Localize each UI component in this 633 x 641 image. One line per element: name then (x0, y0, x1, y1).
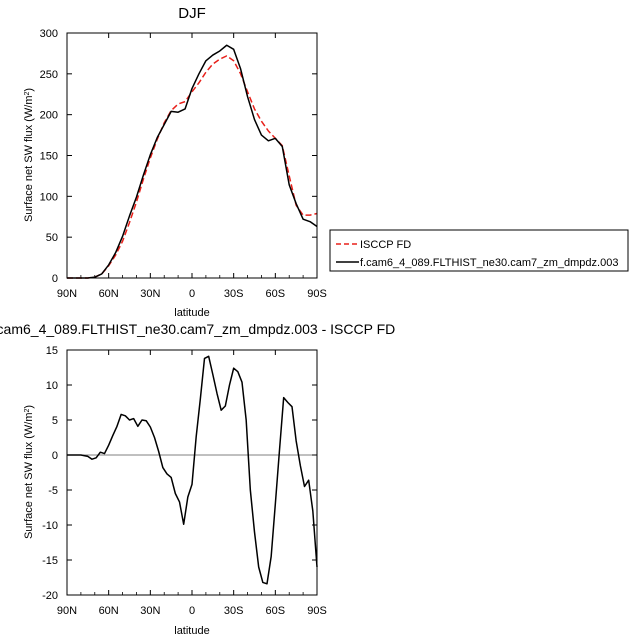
top-y-tick-label: 250 (40, 69, 58, 81)
top-panel: DJF 90N 60N 30N 0 30S 60S 90S 0 50 100 150 200 250 30… (23, 5, 327, 319)
legend-label-isccp: ISCCP FD (360, 239, 411, 251)
bottom-y-tick-label: -10 (42, 520, 58, 532)
top-x-axis-label: latitude (174, 307, 209, 319)
bottom-plot-area: 90N 60N 30N 0 30S 60S 90S -20 -15 -10 -5 0 5 10 15 (42, 345, 327, 617)
bottom-x-tick-label: 30N (140, 605, 160, 617)
top-x-tick-label: 90N (57, 288, 77, 300)
top-x-tick-label: 60N (99, 288, 119, 300)
top-x-tick-label: 60S (266, 288, 286, 300)
bottom-y-tick-label: 5 (52, 415, 58, 427)
top-plot-frame (66, 32, 318, 279)
bottom-series-line-0 (67, 355, 318, 585)
top-x-tick-label: 30S (224, 288, 244, 300)
bottom-x-tick-label: 90N (57, 605, 77, 617)
top-y-tick-label: 100 (40, 191, 58, 203)
bottom-x-tick-label: 90S (307, 605, 327, 617)
top-y-tick-label: 0 (52, 273, 58, 285)
top-x-tick-label: 0 (189, 288, 195, 300)
bottom-y-tick-label: -5 (48, 485, 58, 497)
bottom-y-axis-label-main: Surface net SW flux (W/m (23, 413, 35, 540)
bottom-x-tick-label: 60S (266, 605, 286, 617)
top-y-tick-label: 300 (40, 28, 58, 40)
top-plot-area: 90N 60N 30N 0 30S 60S 90S 0 50 100 150 200 250 300 (40, 28, 327, 300)
top-y-tick-label: 150 (40, 151, 58, 163)
bottom-x-tick-label: 60N (99, 605, 119, 617)
top-y-tick-label: 50 (46, 232, 58, 244)
top-y-axis-label-main: Surface net SW flux (W/m (23, 96, 35, 223)
bottom-x-tick-label: 30S (224, 605, 244, 617)
top-series-line-1 (67, 44, 318, 279)
bottom-y-axis-label-sup: 2 (24, 409, 31, 413)
top-legend: ISCCP FD f.cam6_4_089.FLTHIST_ne30.cam7_… (329, 229, 629, 272)
top-x-tick-label: 30N (140, 288, 160, 300)
bottom-y-tick-label: 10 (46, 380, 58, 392)
bottom-x-axis-label: latitude (174, 625, 209, 637)
bottom-plot-frame (66, 349, 318, 596)
legend-label-model: f.cam6_4_089.FLTHIST_ne30.cam7_zm_dmpdz.… (360, 257, 618, 269)
bottom-y-tick-label: 0 (52, 450, 58, 462)
top-title: DJF (178, 5, 206, 22)
bottom-y-axis-label: Surface net SW flux (W/m2) (23, 405, 35, 539)
bottom-panel: f.cam6_4_089.FLTHIST_ne30.cam7_zm_dmpdz.… (0, 321, 395, 637)
top-y-axis-label-sup: 2 (24, 92, 31, 96)
bottom-y-axis-label-close: ) (23, 405, 35, 409)
top-y-axis-label-close: ) (23, 88, 35, 92)
bottom-x-tick-label: 0 (189, 605, 195, 617)
bottom-y-tick-label: 15 (46, 345, 58, 357)
bottom-y-tick-label: -20 (42, 590, 58, 602)
top-y-tick-label: 200 (40, 110, 58, 122)
legend-box (329, 229, 629, 272)
top-y-axis-label: Surface net SW flux (W/m2) (23, 88, 35, 222)
bottom-title: f.cam6_4_089.FLTHIST_ne30.cam7_zm_dmpdz.… (0, 321, 395, 337)
top-x-tick-label: 90S (307, 288, 327, 300)
bottom-y-tick-label: -15 (42, 555, 58, 567)
